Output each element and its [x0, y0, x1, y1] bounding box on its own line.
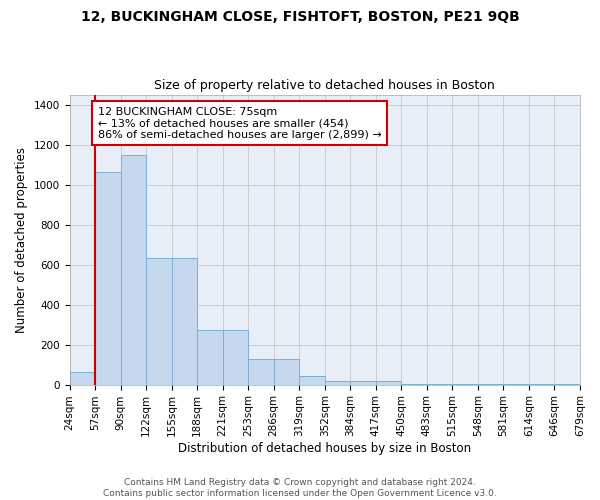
Bar	[376, 380, 401, 384]
Bar	[70, 372, 95, 384]
Bar	[172, 258, 197, 384]
Text: Contains HM Land Registry data © Crown copyright and database right 2024.
Contai: Contains HM Land Registry data © Crown c…	[103, 478, 497, 498]
Bar	[121, 154, 146, 384]
Bar	[223, 330, 248, 384]
Title: Size of property relative to detached houses in Boston: Size of property relative to detached ho…	[154, 79, 495, 92]
Bar	[274, 358, 299, 384]
Bar	[197, 330, 223, 384]
Bar	[325, 380, 350, 384]
X-axis label: Distribution of detached houses by size in Boston: Distribution of detached houses by size …	[178, 442, 472, 455]
Bar	[146, 258, 172, 384]
Bar	[350, 380, 376, 384]
Bar	[95, 172, 121, 384]
Bar	[248, 358, 274, 384]
Text: 12 BUCKINGHAM CLOSE: 75sqm
← 13% of detached houses are smaller (454)
86% of sem: 12 BUCKINGHAM CLOSE: 75sqm ← 13% of deta…	[98, 106, 382, 140]
Bar	[299, 376, 325, 384]
Y-axis label: Number of detached properties: Number of detached properties	[15, 146, 28, 332]
Text: 12, BUCKINGHAM CLOSE, FISHTOFT, BOSTON, PE21 9QB: 12, BUCKINGHAM CLOSE, FISHTOFT, BOSTON, …	[80, 10, 520, 24]
